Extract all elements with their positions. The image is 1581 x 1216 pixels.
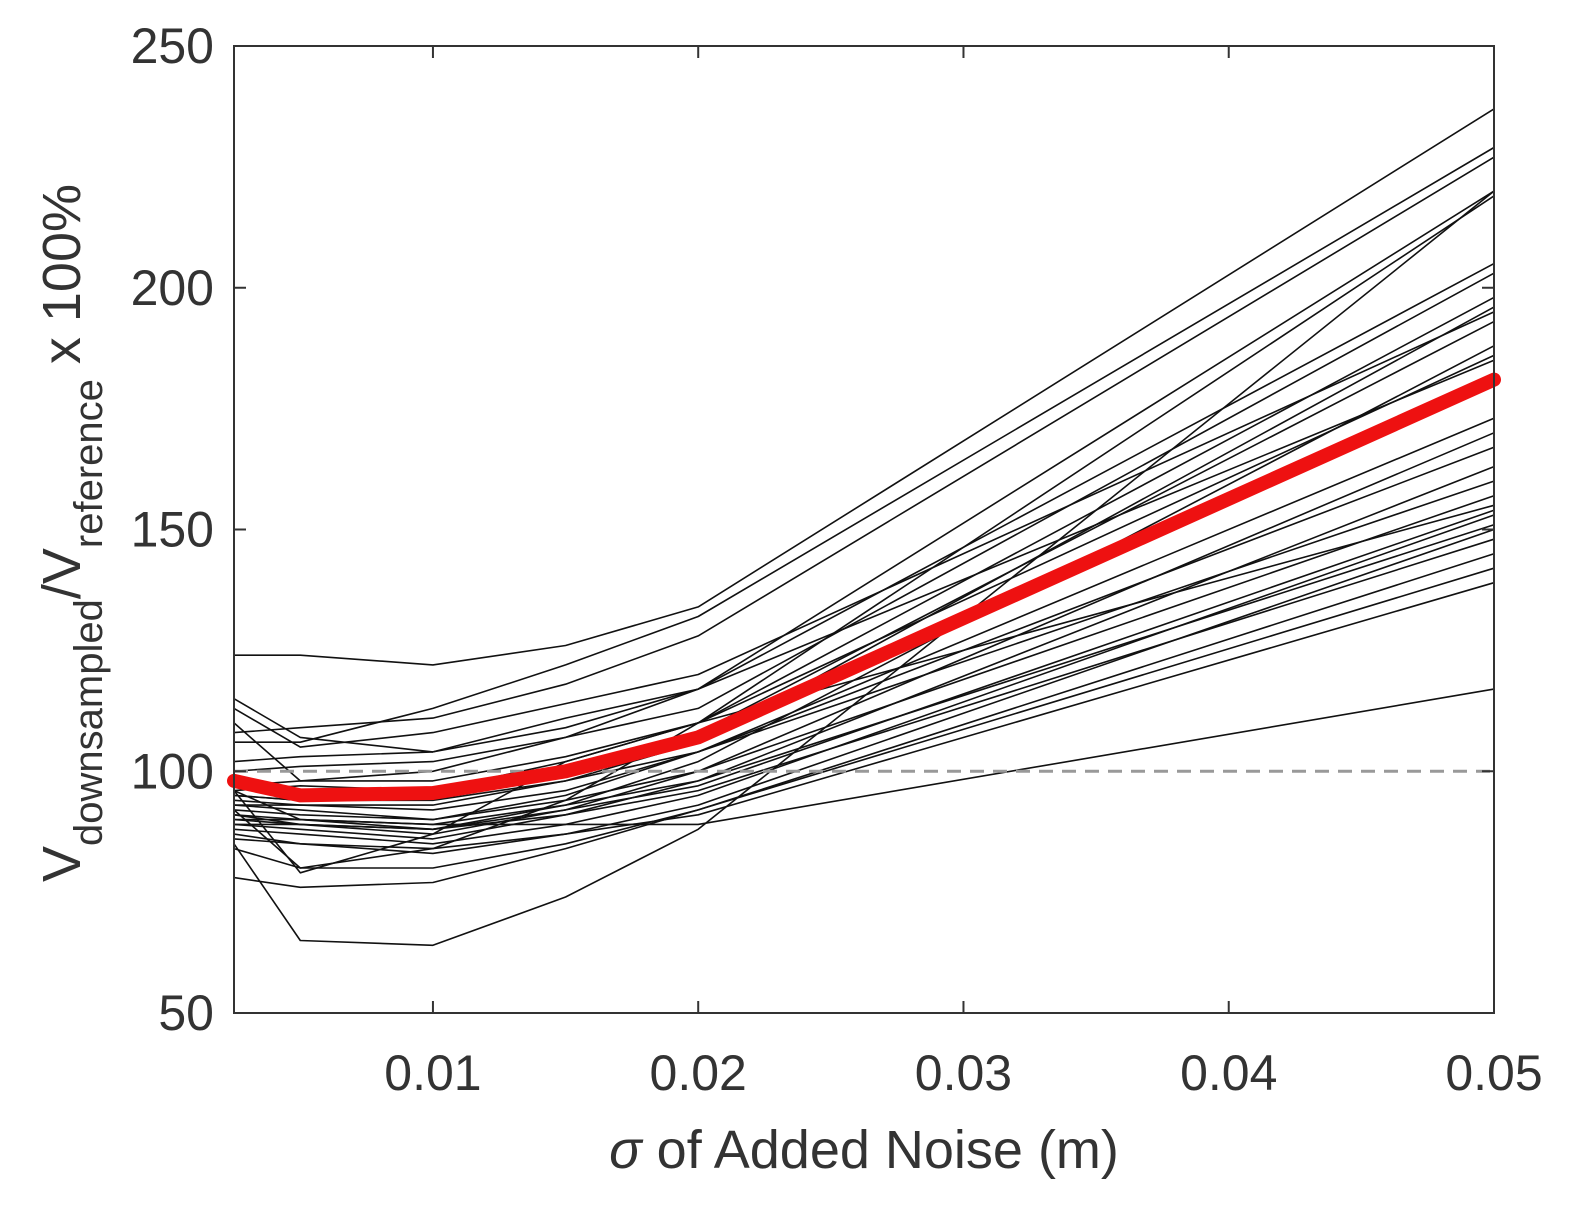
- y-axis-sub1: downsampled: [67, 599, 111, 846]
- series-line-30: [233, 311, 1495, 748]
- y-tick-label: 200: [131, 260, 214, 316]
- plot-area: 0.01 0.02 0.03 0.04 0.05 50 100 150 200 250: [131, 18, 1543, 1101]
- series-line-27: [233, 190, 1495, 947]
- series-line-15: [234, 446, 1495, 811]
- series-line-31: [233, 688, 1495, 826]
- series-line-8: [233, 296, 1495, 787]
- series-line-7: [233, 272, 1495, 773]
- x-axis-text: of Added Noise (m): [642, 1120, 1119, 1180]
- series-line-16: [233, 465, 1495, 840]
- series-line-1: [234, 108, 1495, 666]
- y-axis-slash: /V: [32, 548, 92, 599]
- y-axis-v1: V: [32, 846, 92, 882]
- series-line-4: [233, 190, 1495, 763]
- y-tick-label: 150: [131, 502, 214, 558]
- x-tick-label: 0.01: [384, 1045, 481, 1101]
- y-tick-label: 100: [131, 743, 214, 799]
- series-line-13: [233, 417, 1495, 821]
- x-axis-sigma: σ: [609, 1120, 644, 1180]
- series-line-2: [234, 146, 1495, 744]
- x-tick-label: 0.04: [1180, 1045, 1277, 1101]
- y-axis-title: Vdownsampled/Vreference x 100%: [32, 184, 111, 882]
- series-line-28: [233, 504, 1495, 874]
- series-line-25: [233, 581, 1495, 850]
- y-tick-label: 250: [131, 18, 214, 74]
- y-axis-suffix: x 100%: [32, 184, 92, 379]
- x-tick-label: 0.03: [915, 1045, 1012, 1101]
- mean-series-line: [227, 372, 1501, 803]
- x-tick-label: 0.05: [1445, 1045, 1542, 1101]
- series-line-24: [233, 552, 1495, 869]
- y-axis-sub2: reference: [67, 379, 111, 548]
- series-line-3: [233, 156, 1495, 734]
- y-tick-label: 50: [158, 985, 214, 1041]
- x-tick-label: 0.02: [650, 1045, 747, 1101]
- x-axis-title: σ of Added Noise (m): [609, 1120, 1119, 1180]
- series-line-23: [234, 538, 1495, 831]
- series-line-6: [233, 262, 1495, 753]
- series-line-26: [233, 567, 1495, 889]
- series-line-21: [233, 523, 1495, 826]
